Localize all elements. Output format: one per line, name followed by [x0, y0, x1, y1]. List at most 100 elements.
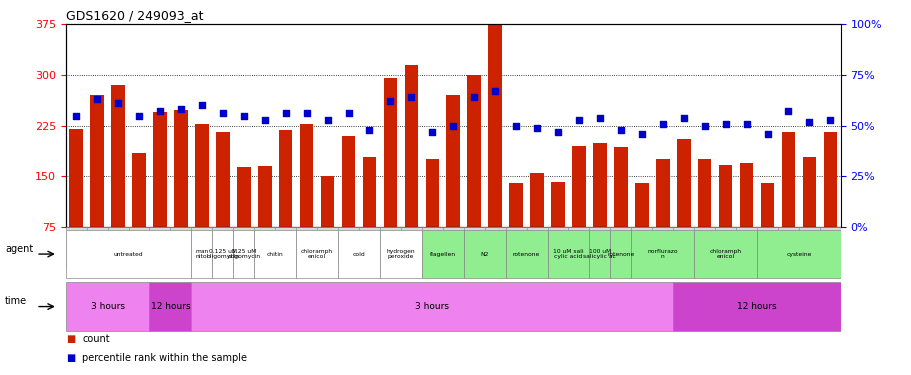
- Bar: [191, 282, 672, 331]
- Bar: [693, 227, 714, 270]
- Bar: [384, 78, 397, 227]
- Bar: [359, 227, 380, 270]
- Text: GSM85644: GSM85644: [492, 233, 497, 270]
- Point: [341, 111, 355, 117]
- Bar: [526, 227, 547, 270]
- Text: flagellen: flagellen: [429, 252, 456, 257]
- Bar: [66, 230, 191, 278]
- Point: [445, 123, 460, 129]
- Text: GSM85651: GSM85651: [638, 233, 644, 269]
- Point: [194, 102, 209, 108]
- Text: agent: agent: [5, 244, 34, 254]
- Point: [802, 118, 816, 124]
- Bar: [446, 95, 459, 227]
- Text: cold: cold: [353, 252, 365, 257]
- Point: [466, 94, 481, 100]
- Text: GSM85659: GSM85659: [763, 233, 770, 269]
- Text: GSM85636: GSM85636: [366, 233, 372, 269]
- Text: 100 uM
salicylic ac: 100 uM salicylic ac: [583, 249, 616, 259]
- Bar: [760, 183, 773, 227]
- Bar: [589, 227, 609, 270]
- Bar: [467, 75, 480, 227]
- Bar: [212, 230, 233, 278]
- Bar: [714, 227, 735, 270]
- Bar: [275, 227, 296, 270]
- Bar: [212, 227, 233, 270]
- Text: GSM85631: GSM85631: [261, 233, 268, 269]
- Point: [362, 127, 376, 133]
- Bar: [107, 227, 128, 270]
- Point: [68, 112, 83, 118]
- Text: GSM85652: GSM85652: [659, 233, 665, 270]
- Bar: [380, 230, 422, 278]
- Point: [404, 94, 418, 100]
- Text: 3 hours: 3 hours: [415, 302, 449, 311]
- Bar: [174, 110, 188, 227]
- Point: [613, 127, 628, 133]
- Point: [110, 100, 125, 106]
- Bar: [191, 227, 212, 270]
- Point: [550, 129, 565, 135]
- Point: [823, 117, 837, 123]
- Bar: [609, 227, 630, 270]
- Text: GSM85661: GSM85661: [805, 233, 812, 269]
- Point: [487, 88, 502, 94]
- Text: 3 hours: 3 hours: [90, 302, 125, 311]
- Point: [257, 117, 271, 123]
- Text: man
nitol: man nitol: [195, 249, 209, 259]
- Text: GSM85634: GSM85634: [324, 233, 330, 269]
- Bar: [296, 230, 338, 278]
- Text: GSM85632: GSM85632: [282, 233, 289, 269]
- Text: GSM85653: GSM85653: [157, 233, 163, 269]
- Point: [425, 129, 439, 135]
- Bar: [756, 227, 777, 270]
- Point: [718, 121, 732, 127]
- Text: GSM85641: GSM85641: [115, 233, 121, 269]
- Bar: [69, 129, 83, 227]
- Bar: [547, 230, 589, 278]
- Bar: [279, 130, 292, 227]
- Text: GSM85662: GSM85662: [826, 233, 833, 270]
- Bar: [781, 132, 794, 227]
- Text: GSM85649: GSM85649: [597, 233, 602, 269]
- Bar: [233, 230, 254, 278]
- Bar: [508, 183, 522, 227]
- Text: 12 hours: 12 hours: [736, 302, 776, 311]
- Bar: [589, 230, 609, 278]
- Text: GSM85642: GSM85642: [136, 233, 142, 270]
- Bar: [484, 227, 505, 270]
- Point: [320, 117, 334, 123]
- Point: [173, 106, 188, 112]
- Bar: [443, 227, 463, 270]
- Bar: [254, 227, 275, 270]
- Text: GSM85654: GSM85654: [178, 233, 184, 270]
- Point: [676, 114, 691, 120]
- Bar: [422, 230, 463, 278]
- Bar: [338, 230, 380, 278]
- Bar: [609, 230, 630, 278]
- Bar: [823, 132, 836, 227]
- Text: cysteine: cysteine: [785, 252, 811, 257]
- Bar: [672, 227, 693, 270]
- Bar: [132, 153, 146, 227]
- Bar: [90, 95, 104, 227]
- Bar: [693, 230, 756, 278]
- Bar: [505, 227, 526, 270]
- Bar: [697, 159, 711, 227]
- Point: [131, 112, 146, 118]
- Bar: [153, 112, 167, 227]
- Bar: [401, 227, 422, 270]
- Bar: [630, 227, 651, 270]
- Text: GSM85648: GSM85648: [576, 233, 581, 270]
- Point: [236, 112, 251, 118]
- Text: hydrogen
peroxide: hydrogen peroxide: [386, 249, 415, 259]
- Bar: [66, 227, 87, 270]
- Bar: [111, 85, 125, 227]
- Bar: [735, 227, 756, 270]
- Bar: [756, 230, 840, 278]
- Point: [571, 117, 586, 123]
- Bar: [254, 230, 296, 278]
- Text: chloramph
enicol: chloramph enicol: [709, 249, 741, 259]
- Bar: [547, 227, 568, 270]
- Bar: [777, 227, 798, 270]
